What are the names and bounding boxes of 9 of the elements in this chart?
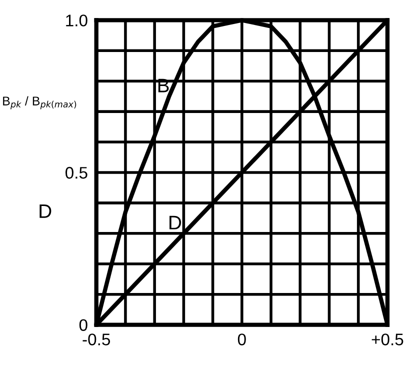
y-tick-label: 0	[79, 319, 88, 331]
x-tick-label: +0.5	[372, 334, 404, 346]
x-tick-label: -0.5	[82, 334, 110, 346]
annotation: D	[170, 216, 182, 230]
y-tick-label: 0.5	[66, 166, 88, 179]
y-tick-label: 1.0	[66, 14, 88, 26]
y-axis-title: B$_{pk}$ / B$_{pk(max)}$	[3, 96, 76, 110]
x-tick-label: 0	[238, 334, 246, 346]
text: D	[40, 204, 52, 218]
